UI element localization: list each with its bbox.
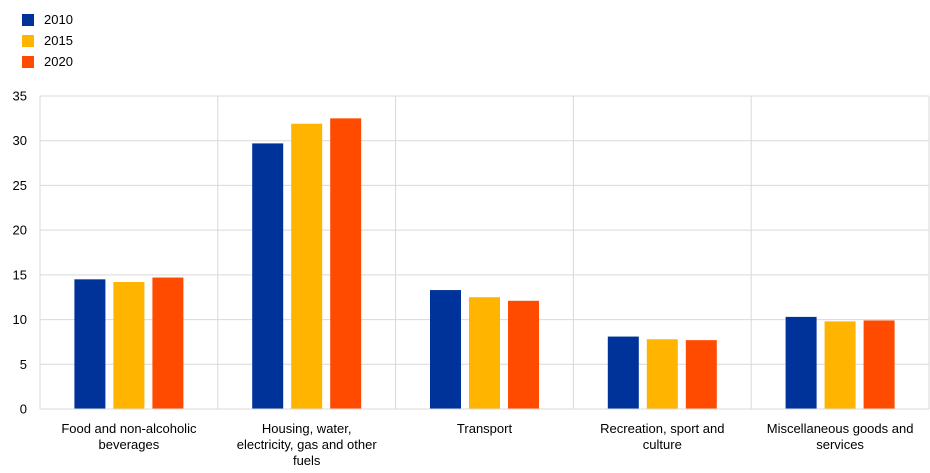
bar-2020-5 [863, 320, 895, 409]
x-category-label-1: Food and non-alcoholic beverages [61, 421, 197, 452]
bar-2015-5 [824, 321, 856, 409]
bar-2010-5 [785, 316, 817, 409]
x-category-label-5: Miscellaneous goods and services [767, 421, 914, 452]
bar-2020-4 [685, 340, 717, 409]
chart-legend: 2010 2015 2020 [22, 9, 73, 72]
bar-2015-1 [113, 282, 145, 409]
legend-item-2010: 2010 [22, 9, 73, 30]
y-tick-label-15: 15 [13, 267, 27, 282]
legend-label-2010: 2010 [44, 12, 73, 27]
y-tick-label-5: 5 [20, 357, 27, 372]
legend-label-2020: 2020 [44, 54, 73, 69]
bar-2010-1 [74, 279, 106, 409]
legend-label-2015: 2015 [44, 33, 73, 48]
y-tick-label-20: 20 [13, 223, 27, 238]
y-tick-label-25: 25 [13, 178, 27, 193]
x-category-label-4: Recreation, sport and culture [600, 421, 724, 452]
x-category-label-2: Housing, water, electricity, gas and othe… [237, 421, 378, 468]
y-tick-label-10: 10 [13, 312, 27, 327]
bar-2010-3 [430, 290, 461, 409]
bar-2015-4 [646, 339, 678, 409]
bar-2010-4 [607, 336, 639, 409]
bar-2015-2 [291, 123, 323, 410]
y-tick-label-30: 30 [13, 133, 27, 148]
legend-item-2015: 2015 [22, 30, 73, 51]
x-category-label-3: Transport [457, 421, 513, 436]
bar-2020-3 [508, 300, 539, 409]
legend-item-2020: 2020 [22, 51, 73, 72]
legend-swatch-2010 [22, 13, 34, 26]
y-tick-label-35: 35 [13, 89, 27, 104]
bar-2010-2 [252, 143, 284, 409]
y-tick-label-0: 0 [20, 402, 27, 417]
legend-swatch-2020 [22, 55, 34, 68]
bar-2020-1 [152, 277, 184, 409]
bar-2015-3 [469, 297, 500, 409]
bar-2020-2 [330, 118, 362, 409]
legend-swatch-2015 [22, 34, 34, 47]
